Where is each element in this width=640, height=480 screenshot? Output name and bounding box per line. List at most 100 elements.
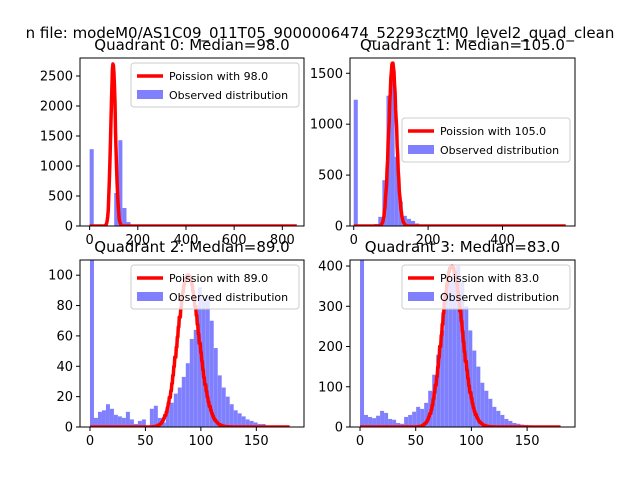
figure-title: n file: modeM0/AS1C09_011T05_9000006474_… bbox=[26, 24, 615, 43]
quadrant-2-observed-bar bbox=[233, 410, 238, 427]
quadrant-2-observed-bar bbox=[189, 338, 194, 427]
quadrant-1-observed-bar bbox=[402, 215, 407, 226]
quadrant-1-ytick-label: 500 bbox=[318, 169, 343, 184]
quadrant-0-legend-observed-swatch bbox=[137, 90, 163, 99]
quadrant-0-ytick-label: 1000 bbox=[40, 160, 73, 175]
quadrant-0-observed-bar bbox=[114, 193, 119, 226]
quadrant-0-legend: Poission with 98.0 Observed distribution bbox=[130, 62, 300, 108]
quadrant-2-observed-bar bbox=[97, 411, 102, 427]
quadrant-2-observed-bar bbox=[221, 387, 226, 427]
quadrant-2-observed-bar bbox=[173, 393, 178, 427]
quadrant-0-xtick-label: 800 bbox=[270, 233, 295, 248]
quadrant-0-ytick-label: 500 bbox=[48, 190, 73, 205]
quadrant-0-observed-bar bbox=[118, 140, 123, 226]
quadrant-1-poisson-line bbox=[352, 61, 567, 226]
quadrant-1-observed-bar bbox=[353, 99, 358, 226]
quadrant-1-observed-bar bbox=[410, 220, 416, 226]
quadrant-1-legend-poisson-label: Poission with 105.0 bbox=[440, 125, 546, 138]
quadrant-2-observed-bar bbox=[137, 420, 142, 427]
quadrant-3-legend-poisson-label: Poission with 83.0 bbox=[440, 272, 539, 285]
quadrant-0-xtick-label: 200 bbox=[125, 233, 150, 248]
quadrant-3-observed-bar bbox=[456, 266, 461, 427]
quadrant-0-observed-bar bbox=[122, 208, 127, 226]
quadrant-3-observed-bar bbox=[392, 419, 397, 427]
quadrant-2-ytick-label: 60 bbox=[56, 329, 73, 344]
quadrant-3-observed-bar bbox=[364, 414, 369, 427]
quadrant-3-xtick-label: 150 bbox=[515, 434, 540, 449]
quadrant-2-legend-observed-label: Observed distribution bbox=[169, 291, 288, 304]
quadrant-3-observed-bar bbox=[472, 350, 477, 427]
quadrant-0-title: Quadrant 0: Median=98.0 bbox=[94, 36, 289, 54]
quadrant-3-legend-observed-label: Observed distribution bbox=[440, 291, 559, 304]
quadrant-3-poisson-line bbox=[358, 264, 562, 427]
quadrant-0-ytick-label: 2500 bbox=[40, 70, 73, 85]
quadrant-2-observed-bar bbox=[113, 414, 118, 427]
quadrant-2-observed-bar bbox=[129, 419, 134, 427]
quadrant-3-observed-bar bbox=[488, 398, 493, 427]
quadrant-3-observed-bar bbox=[404, 416, 409, 427]
quadrant-0-xtick-label: 600 bbox=[222, 233, 247, 248]
quadrant-2-observed-bar bbox=[125, 411, 130, 427]
quadrant-2-observed-bar bbox=[217, 375, 222, 427]
quadrant-3-legend-box bbox=[401, 264, 571, 310]
quadrant-0-legend-box bbox=[130, 62, 300, 108]
quadrant-3-observed-bar bbox=[368, 416, 373, 427]
quadrant-1-legend-observed-label: Observed distribution bbox=[440, 144, 559, 157]
quadrant-1-plot-area bbox=[352, 61, 567, 226]
quadrant-1-frame bbox=[349, 57, 576, 227]
quadrant-3-observed-bar bbox=[452, 270, 457, 427]
quadrant-2-observed-bar bbox=[93, 417, 98, 427]
quadrant-0-xtick-label: 400 bbox=[174, 233, 199, 248]
quadrant-2-observed-bar bbox=[245, 419, 250, 427]
quadrant-2-ytick-label: 0 bbox=[65, 421, 73, 436]
quadrant-2-observed-bar bbox=[225, 396, 230, 427]
quadrant-0-ytick-label: 1500 bbox=[40, 130, 73, 145]
quadrant-3-observed-bar bbox=[492, 406, 497, 427]
quadrant-0-frame bbox=[79, 57, 305, 227]
quadrant-1-title: Quadrant 1: Median=105.0 bbox=[360, 36, 565, 54]
quadrant-3-ytick-label: 0 bbox=[335, 421, 343, 436]
quadrant-2-frame bbox=[79, 259, 305, 428]
quadrant-3-ytick-label: 300 bbox=[318, 300, 343, 315]
quadrant-2-legend-observed-swatch bbox=[137, 292, 163, 301]
quadrant-0-observed-bar bbox=[126, 222, 131, 226]
quadrant-2-observed-bar bbox=[117, 416, 122, 427]
quadrant-3-observed-bar bbox=[440, 330, 445, 427]
quadrant-2-observed-bar bbox=[213, 348, 218, 427]
quadrant-3-observed-bar bbox=[396, 422, 401, 427]
quadrant-2-observed-bar bbox=[185, 363, 190, 427]
quadrant-2-observed-bar bbox=[153, 405, 158, 427]
quadrant-2-observed-bar bbox=[229, 404, 234, 427]
quadrant-0-ytick-label: 0 bbox=[65, 220, 73, 235]
quadrant-3-legend-observed-swatch bbox=[408, 292, 434, 301]
quadrant-2-observed-bar bbox=[161, 422, 166, 427]
quadrant-3-ytick-label: 100 bbox=[318, 380, 343, 395]
quadrant-3-observed-bar bbox=[424, 402, 429, 427]
quadrant-2-ytick-label: 20 bbox=[56, 390, 73, 405]
quadrant-2-observed-bar bbox=[177, 387, 182, 427]
quadrant-1-axes: 0 200 400 0 500 1000 1500 Quadrant 1: Median=10… bbox=[310, 36, 576, 248]
quadrant-0-legend-poisson-label: Poission with 98.0 bbox=[169, 70, 268, 83]
quadrant-2-legend-box bbox=[130, 264, 300, 310]
quadrant-3-observed-bar bbox=[436, 354, 441, 427]
quadrant-2-observed-bar bbox=[237, 413, 242, 427]
quadrant-3-observed-bar bbox=[508, 420, 513, 427]
quadrant-3-frame bbox=[349, 259, 576, 428]
quadrant-3-observed-bar bbox=[376, 415, 381, 427]
quadrant-1-observed-bar bbox=[406, 218, 411, 226]
quadrant-3-ytick-label: 200 bbox=[318, 340, 343, 355]
quadrant-1-legend: Poission with 105.0 Observed distribution bbox=[401, 117, 571, 163]
quadrant-2-observed-bar bbox=[169, 402, 174, 427]
quadrant-2-ytick-label: 40 bbox=[56, 360, 73, 375]
quadrant-2-observed-bar bbox=[149, 408, 154, 427]
quadrant-3-observed-bar bbox=[468, 330, 473, 427]
quadrant-2-ytick-label: 100 bbox=[48, 269, 73, 284]
quadrant-3-observed-bar bbox=[412, 411, 417, 427]
quadrant-2-observed-bar bbox=[141, 419, 146, 427]
quadrant-3-observed-bar bbox=[380, 410, 385, 427]
quadrant-3-observed-bar bbox=[408, 414, 413, 427]
quadrant-3-observed-bar bbox=[480, 382, 485, 427]
quadrant-2-observed-bar bbox=[241, 416, 246, 427]
quadrant-3-xtick-label: 100 bbox=[459, 434, 484, 449]
quadrant-2-observed-bar bbox=[205, 296, 210, 427]
